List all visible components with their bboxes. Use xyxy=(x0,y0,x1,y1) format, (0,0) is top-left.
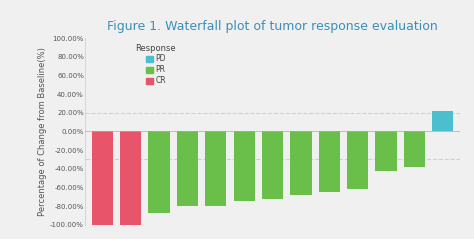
Bar xyxy=(375,131,397,171)
Bar xyxy=(404,131,425,167)
Bar xyxy=(347,131,368,189)
Bar xyxy=(120,131,141,225)
Bar xyxy=(432,111,454,131)
Bar xyxy=(148,131,170,213)
Bar xyxy=(262,131,283,199)
Bar xyxy=(234,131,255,201)
Bar xyxy=(91,131,113,225)
Title: Figure 1. Waterfall plot of tumor response evaluation: Figure 1. Waterfall plot of tumor respon… xyxy=(107,20,438,33)
Bar xyxy=(290,131,311,195)
Bar xyxy=(319,131,340,192)
Y-axis label: Percentage of Change from Baseline(%): Percentage of Change from Baseline(%) xyxy=(38,47,47,216)
Legend: PD, PR, CR: PD, PR, CR xyxy=(134,42,178,87)
Bar xyxy=(205,131,227,206)
Bar xyxy=(177,131,198,206)
